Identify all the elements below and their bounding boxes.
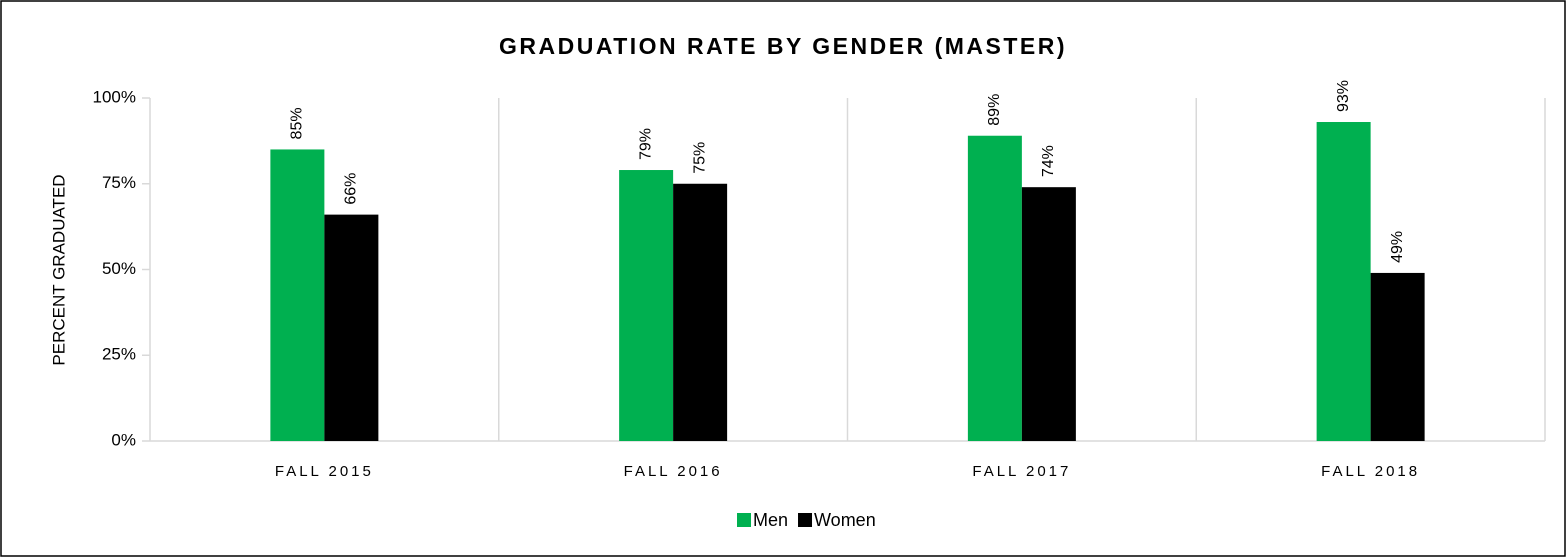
y-tick-label: 0% xyxy=(111,430,136,449)
data-label: 75% xyxy=(691,142,708,174)
data-label: 79% xyxy=(637,128,654,160)
y-tick-label: 75% xyxy=(102,173,136,192)
legend-swatch xyxy=(798,513,813,527)
chart-title: GRADUATION RATE BY GENDER (MASTER) xyxy=(499,33,1067,59)
y-tick-label: 25% xyxy=(102,345,136,364)
y-tick-label: 100% xyxy=(93,87,136,106)
data-label: 49% xyxy=(1389,231,1406,263)
legend-swatch xyxy=(737,513,751,527)
x-tick-label: FALL 2018 xyxy=(1321,463,1420,480)
bar xyxy=(1021,187,1076,441)
bar xyxy=(1316,122,1371,441)
bar xyxy=(673,183,728,441)
x-tick-label: FALL 2015 xyxy=(275,463,374,480)
legend-label: Men xyxy=(753,510,788,530)
data-label: 89% xyxy=(986,94,1003,126)
y-tick-label: 50% xyxy=(102,259,136,278)
y-axis-label: PERCENT GRADUATED xyxy=(49,174,68,365)
data-label: 85% xyxy=(289,107,306,139)
data-label: 66% xyxy=(343,173,360,205)
bar xyxy=(619,170,674,441)
x-tick-label: FALL 2017 xyxy=(972,463,1071,480)
data-label: 74% xyxy=(1040,145,1057,177)
bar xyxy=(324,214,379,441)
bar xyxy=(270,149,325,441)
x-tick-label: FALL 2016 xyxy=(624,463,723,480)
bar xyxy=(967,135,1022,442)
legend-label: Women xyxy=(814,510,876,530)
bar xyxy=(1370,272,1425,441)
data-label: 93% xyxy=(1335,80,1352,112)
